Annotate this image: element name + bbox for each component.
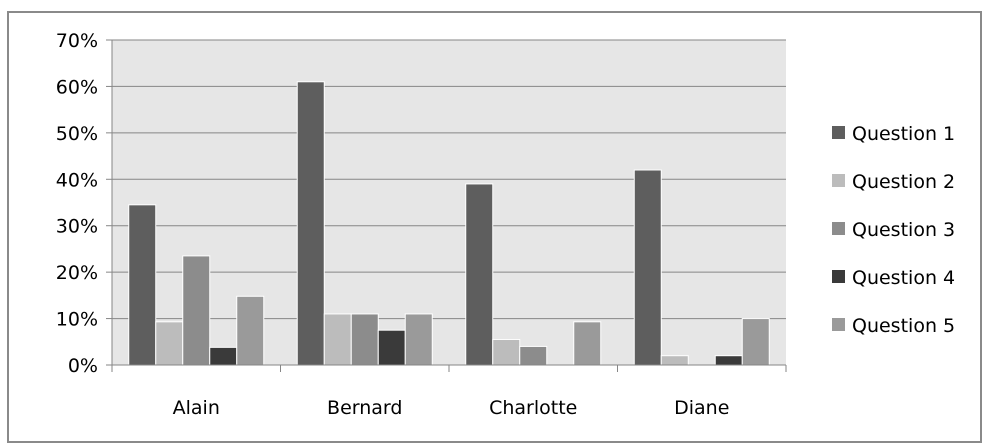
y-tick-label: 60% [56, 76, 98, 98]
legend-label: Question 3 [852, 219, 955, 241]
bar-question-2-bernard [323, 313, 352, 366]
legend-label: Question 1 [852, 123, 955, 145]
y-tick-label: 30% [56, 216, 98, 238]
bar-question-1-diane [633, 169, 662, 366]
y-tick-label: 0% [68, 355, 98, 377]
legend-label: Question 4 [852, 267, 955, 289]
bar-question-1-charlotte [465, 183, 494, 366]
legend-swatch [832, 222, 845, 235]
bar-question-1-bernard [296, 81, 325, 366]
x-axis-tick-labels: Alain Bernard Charlotte Diane [173, 397, 730, 419]
y-tick-label: 40% [56, 169, 98, 191]
legend: Question 1 Question 2 Question 3 Question 4… [832, 123, 955, 337]
y-tick-label: 70% [56, 30, 98, 52]
y-tick-label: 20% [56, 262, 98, 284]
legend-label: Question 2 [852, 171, 955, 193]
bar-question-3-charlotte [519, 345, 548, 366]
bar-question-5-charlotte [573, 321, 602, 366]
bar-question-3-alain [182, 255, 211, 366]
bars [128, 81, 770, 366]
legend-swatch [832, 270, 845, 283]
bar-question-4-bernard [377, 329, 406, 366]
bar-question-5-alain [236, 295, 265, 366]
bar-question-3-bernard [350, 313, 379, 366]
bar-question-2-charlotte [492, 338, 521, 366]
plot-area [112, 40, 786, 365]
legend-swatch [832, 126, 845, 139]
bar-question-5-bernard [404, 313, 433, 366]
legend-swatch [832, 174, 845, 187]
bar-question-1-alain [128, 204, 157, 366]
bar-question-2-diane [660, 355, 689, 366]
x-tick-label: Diane [674, 397, 729, 419]
x-tick-label: Charlotte [489, 397, 577, 419]
x-tick-label: Alain [173, 397, 220, 419]
bar-question-2-alain [155, 321, 184, 366]
bar-question-4-alain [209, 346, 238, 366]
y-axis-tick-labels: 0% 10% 20% 30% 40% 50% 60% 70% [56, 30, 98, 377]
legend-swatch [832, 318, 845, 331]
bar-question-5-diane [741, 318, 770, 366]
x-tick-label: Bernard [327, 397, 402, 419]
gridlines [112, 39, 786, 320]
y-tick-label: 50% [56, 123, 98, 145]
bar-question-4-diane [714, 355, 743, 366]
y-tick-label: 10% [56, 309, 98, 331]
legend-label: Question 5 [852, 315, 955, 337]
axes [106, 39, 787, 372]
